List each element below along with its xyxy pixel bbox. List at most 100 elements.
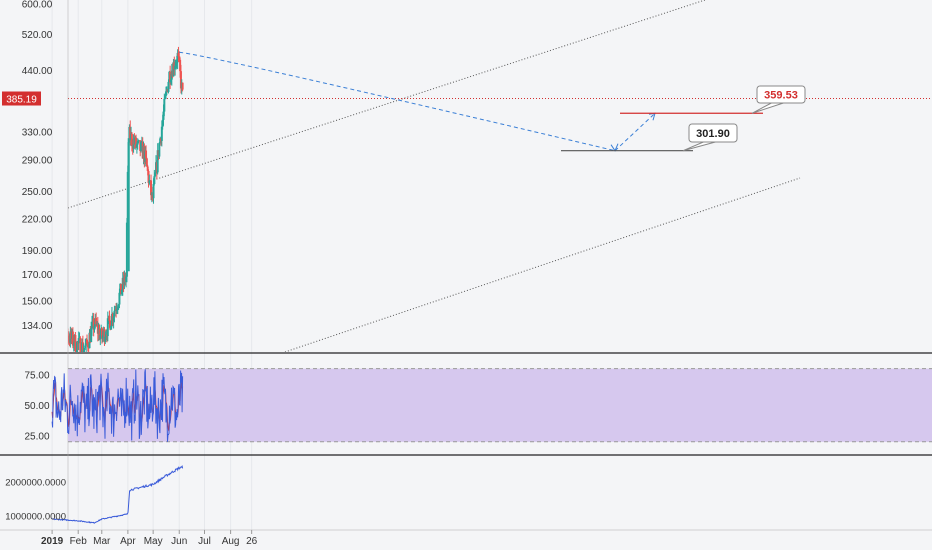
- candle-body: [93, 325, 96, 330]
- candle-body: [152, 184, 155, 199]
- candle-body: [174, 66, 177, 70]
- candle-body: [90, 328, 93, 343]
- candle-body: [100, 328, 103, 339]
- candle-body: [179, 59, 182, 72]
- candle-body: [169, 71, 172, 83]
- y-tick-label: 600.00: [22, 0, 53, 11]
- candle-body: [154, 173, 157, 177]
- current-price-tag-label: 385.19: [6, 95, 37, 106]
- cum-y-tick-label: 2000000.0000: [5, 478, 66, 489]
- y-tick-label: 520.00: [22, 30, 53, 41]
- candle-body: [109, 320, 112, 330]
- projection-up-path: [614, 112, 656, 152]
- candle-body: [76, 342, 79, 352]
- candle-body: [135, 144, 138, 147]
- candle-body: [120, 283, 123, 295]
- candle-body: [164, 91, 167, 96]
- candle-body: [178, 56, 181, 60]
- callout-301: 301.90: [682, 123, 738, 152]
- candle-body: [177, 52, 180, 57]
- candle-body: [72, 344, 75, 346]
- candle-body: [92, 318, 95, 330]
- candle-body: [173, 62, 176, 70]
- candle-body: [95, 317, 98, 325]
- y-tick-label: 150.00: [22, 297, 53, 308]
- candle-body: [116, 308, 119, 310]
- candle-body: [104, 336, 107, 342]
- candle-body: [110, 325, 113, 330]
- candle-body: [129, 126, 132, 141]
- candle-body: [125, 276, 128, 282]
- price-panel: 359.53 301.90: [68, 0, 932, 352]
- candle-body: [145, 150, 148, 159]
- candle-body: [99, 335, 102, 340]
- candle-body: [162, 111, 165, 120]
- candle-body: [140, 142, 143, 151]
- candle-body: [115, 309, 118, 311]
- candle-body: [161, 119, 164, 127]
- candle-body: [156, 150, 159, 173]
- candle-body: [106, 318, 109, 337]
- x-tick-label: Aug: [222, 536, 240, 547]
- projection-down-path: [179, 51, 616, 152]
- y-tick-label: 290.00: [22, 155, 53, 166]
- candle-body: [136, 140, 139, 145]
- candle-body: [96, 324, 99, 334]
- candle-body: [77, 338, 80, 344]
- cumulative-line: [51, 464, 184, 524]
- candle-body: [83, 348, 86, 350]
- x-tick-label: Jul: [198, 536, 211, 547]
- candle-body: [169, 79, 172, 83]
- candle-body: [130, 133, 133, 146]
- y-tick-label: 250.00: [22, 187, 53, 198]
- candle-body: [118, 292, 121, 305]
- candle-body: [68, 339, 70, 341]
- callout-359: 359.53: [751, 85, 806, 114]
- candle-body: [103, 329, 106, 342]
- candle-body: [86, 339, 89, 344]
- candle-body: [108, 315, 111, 321]
- x-tick-label: May: [144, 536, 163, 547]
- candle-body: [68, 331, 69, 340]
- current-price-tag: [2, 91, 41, 106]
- candle-body: [113, 310, 116, 317]
- candle-body: [181, 82, 184, 90]
- candle-body: [101, 335, 104, 339]
- oscillator-panel: [51, 368, 932, 443]
- candle-body: [135, 137, 138, 147]
- candle-body: [79, 338, 82, 352]
- channel-lower-line: [284, 177, 801, 352]
- candle-body: [174, 62, 177, 67]
- candle-body: [82, 349, 85, 352]
- candle-body: [84, 345, 87, 349]
- channel-upper-line: [68, 0, 706, 209]
- candle-body: [146, 166, 149, 171]
- candle-body: [179, 71, 182, 89]
- osc-y-tick-label: 25.00: [24, 432, 49, 443]
- y-tick-label: 220.00: [22, 215, 53, 226]
- candle-body: [86, 343, 89, 348]
- candle-body: [71, 331, 74, 346]
- candle-body: [164, 95, 167, 99]
- candle-body: [112, 316, 115, 321]
- x-tick-label: Mar: [93, 536, 111, 547]
- candle-body: [147, 170, 150, 183]
- candle-body: [176, 52, 179, 63]
- cumulative-panel: [51, 464, 184, 524]
- y-tick-label: 134.00: [22, 321, 53, 332]
- x-tick-label: Jun: [171, 536, 187, 547]
- candle-body: [148, 180, 151, 183]
- candle-body: [153, 176, 156, 185]
- candle-body: [175, 62, 178, 64]
- candle-body: [167, 81, 170, 92]
- y-tick-label: 190.00: [22, 246, 53, 257]
- candle-body: [150, 180, 153, 196]
- candle-body: [81, 342, 84, 352]
- y-tick-label: 440.00: [22, 66, 53, 77]
- candle-body: [158, 143, 161, 157]
- callout-359-label: 359.53: [764, 90, 798, 102]
- x-tick-label: 26: [246, 536, 258, 547]
- x-tick-label: 2019: [41, 536, 64, 547]
